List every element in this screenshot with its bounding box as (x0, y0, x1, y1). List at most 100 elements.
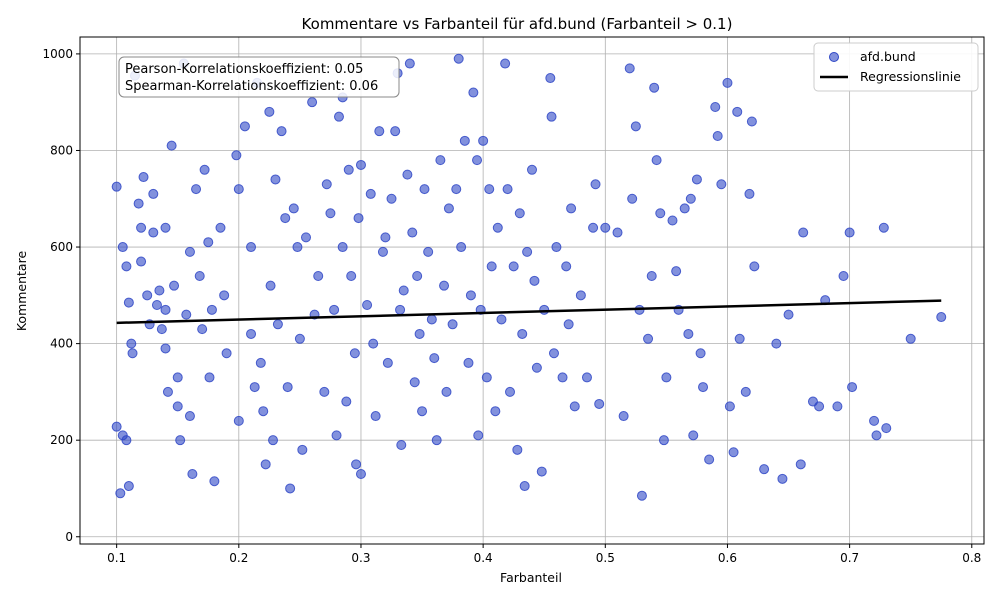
data-point (351, 459, 362, 470)
data-point (545, 73, 556, 84)
data-point (265, 280, 276, 291)
data-point (679, 203, 690, 214)
data-point (276, 126, 287, 137)
data-point (759, 464, 770, 475)
data-point (343, 164, 354, 175)
data-point (172, 372, 183, 383)
stats-box: Pearson-Korrelationskoeffizient: 0.05 Sp… (118, 56, 400, 98)
x-tick-label: 0.5 (596, 551, 615, 565)
grid-lines (80, 37, 984, 544)
data-point (319, 386, 330, 397)
data-point (365, 188, 376, 199)
data-point (744, 188, 755, 199)
data-point (651, 155, 662, 166)
data-point (115, 488, 126, 499)
data-point (184, 411, 195, 422)
data-point (798, 227, 809, 238)
data-point (325, 208, 336, 219)
data-point (463, 357, 474, 368)
data-point (728, 447, 739, 458)
x-tick-label: 0.4 (474, 551, 493, 565)
regression-line (116, 299, 942, 325)
legend-label-afd-bund: afd.bund (860, 49, 916, 64)
data-point (431, 435, 442, 446)
data-point (439, 280, 450, 291)
data-point (529, 275, 540, 286)
data-point (148, 188, 159, 199)
data-point (517, 328, 528, 339)
data-point (160, 222, 171, 233)
data-point (121, 435, 132, 446)
data-point (519, 481, 530, 492)
data-point (255, 357, 266, 368)
data-point (221, 348, 232, 359)
data-point (270, 174, 281, 185)
data-point (600, 222, 611, 233)
data-point (561, 261, 572, 272)
data-point (398, 285, 409, 296)
data-point (527, 164, 537, 175)
data-point (264, 106, 275, 117)
data-point (355, 468, 366, 479)
data-point (492, 222, 503, 233)
data-point (478, 135, 489, 146)
data-point (181, 309, 192, 320)
data-point (341, 396, 352, 407)
data-point (111, 421, 122, 432)
data-point (732, 106, 743, 117)
data-point (667, 215, 678, 226)
data-point (746, 116, 757, 127)
data-point (777, 473, 788, 484)
data-point (404, 58, 415, 69)
x-tick-label: 0.7 (840, 551, 859, 565)
data-point (374, 126, 385, 137)
data-point (414, 328, 425, 339)
data-point (661, 372, 672, 383)
data-point (649, 82, 660, 93)
data-point (219, 290, 230, 301)
data-point (557, 372, 568, 383)
data-point (297, 444, 308, 455)
data-point (191, 184, 202, 195)
data-point (451, 184, 462, 195)
data-point (502, 184, 513, 195)
data-point (459, 135, 470, 146)
legend-marker-afd-bund (829, 52, 839, 62)
data-point (301, 232, 311, 243)
data-point (724, 401, 735, 412)
data-point (749, 261, 760, 272)
y-tick-label: 800 (50, 143, 73, 157)
data-point (162, 386, 173, 397)
data-point (871, 430, 882, 441)
data-point (285, 483, 296, 494)
data-point (407, 227, 418, 238)
data-point (481, 372, 492, 383)
data-point (288, 203, 299, 214)
data-point (712, 130, 723, 141)
data-point (536, 466, 547, 477)
data-point (505, 386, 516, 397)
data-point (172, 401, 183, 412)
data-point (683, 328, 694, 339)
data-point (419, 184, 430, 195)
data-point (496, 314, 507, 325)
stats-box-frame (118, 56, 400, 98)
data-point (691, 174, 702, 185)
data-point (500, 58, 511, 69)
data-point (716, 179, 727, 190)
data-point (138, 172, 149, 183)
data-point (386, 193, 397, 204)
data-point (814, 401, 825, 412)
data-point (160, 304, 171, 315)
data-point (313, 271, 324, 282)
data-point (566, 203, 577, 214)
y-tick-label: 200 (50, 433, 73, 447)
data-point (154, 285, 165, 296)
data-point (409, 377, 420, 388)
x-axis-label: Farbanteil (500, 570, 562, 585)
data-point (688, 430, 699, 441)
data-point (337, 242, 348, 253)
data-point (522, 246, 533, 257)
data-point (590, 179, 601, 190)
